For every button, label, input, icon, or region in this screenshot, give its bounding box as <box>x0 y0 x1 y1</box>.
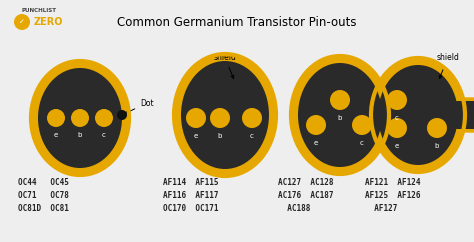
Circle shape <box>117 110 127 120</box>
Circle shape <box>352 115 372 135</box>
Text: e: e <box>54 132 58 138</box>
Circle shape <box>95 109 113 127</box>
Circle shape <box>242 108 262 128</box>
Ellipse shape <box>378 65 458 165</box>
Text: OC71   OC78: OC71 OC78 <box>18 191 69 200</box>
Text: AF116  AF117: AF116 AF117 <box>163 191 219 200</box>
Text: c: c <box>102 132 106 138</box>
Text: e: e <box>314 140 318 146</box>
Ellipse shape <box>181 61 269 169</box>
Text: OC44   OC45: OC44 OC45 <box>18 178 69 187</box>
Text: Common Germanium Transistor Pin-outs: Common Germanium Transistor Pin-outs <box>117 16 357 29</box>
Text: AC176  AC187: AC176 AC187 <box>278 191 334 200</box>
Text: b: b <box>218 133 222 139</box>
Circle shape <box>306 115 326 135</box>
Text: AF114  AF115: AF114 AF115 <box>163 178 219 187</box>
Text: c: c <box>395 115 399 121</box>
Circle shape <box>427 118 447 138</box>
Text: AC127  AC128: AC127 AC128 <box>278 178 334 187</box>
Text: Dot: Dot <box>126 98 154 113</box>
Text: OC81D  OC81: OC81D OC81 <box>18 204 69 213</box>
Text: shield: shield <box>214 53 237 78</box>
Ellipse shape <box>291 56 389 174</box>
FancyBboxPatch shape <box>454 98 474 132</box>
FancyBboxPatch shape <box>456 101 474 129</box>
Text: OC170  OC171: OC170 OC171 <box>163 204 219 213</box>
Text: AF127: AF127 <box>365 204 397 213</box>
Text: b: b <box>78 132 82 138</box>
Circle shape <box>47 109 65 127</box>
Circle shape <box>186 108 206 128</box>
Text: e: e <box>194 133 198 139</box>
Text: AF121  AF124: AF121 AF124 <box>365 178 420 187</box>
Ellipse shape <box>38 68 122 168</box>
Text: c: c <box>250 133 254 139</box>
Text: b: b <box>435 143 439 149</box>
Text: shield: shield <box>437 53 459 78</box>
Text: ✓: ✓ <box>19 19 25 25</box>
Text: b: b <box>338 115 342 121</box>
Text: AF125  AF126: AF125 AF126 <box>365 191 420 200</box>
Circle shape <box>71 109 89 127</box>
Text: c: c <box>360 140 364 146</box>
Circle shape <box>14 14 30 30</box>
Text: ZERO: ZERO <box>34 17 64 27</box>
Circle shape <box>387 90 407 110</box>
Text: AC188: AC188 <box>278 204 310 213</box>
Ellipse shape <box>174 54 276 176</box>
Ellipse shape <box>371 58 465 172</box>
Text: e: e <box>395 143 399 149</box>
Text: PUNCHLIST: PUNCHLIST <box>22 8 57 13</box>
Ellipse shape <box>31 61 129 175</box>
Circle shape <box>330 90 350 110</box>
Circle shape <box>210 108 230 128</box>
Circle shape <box>387 118 407 138</box>
Ellipse shape <box>298 63 382 167</box>
